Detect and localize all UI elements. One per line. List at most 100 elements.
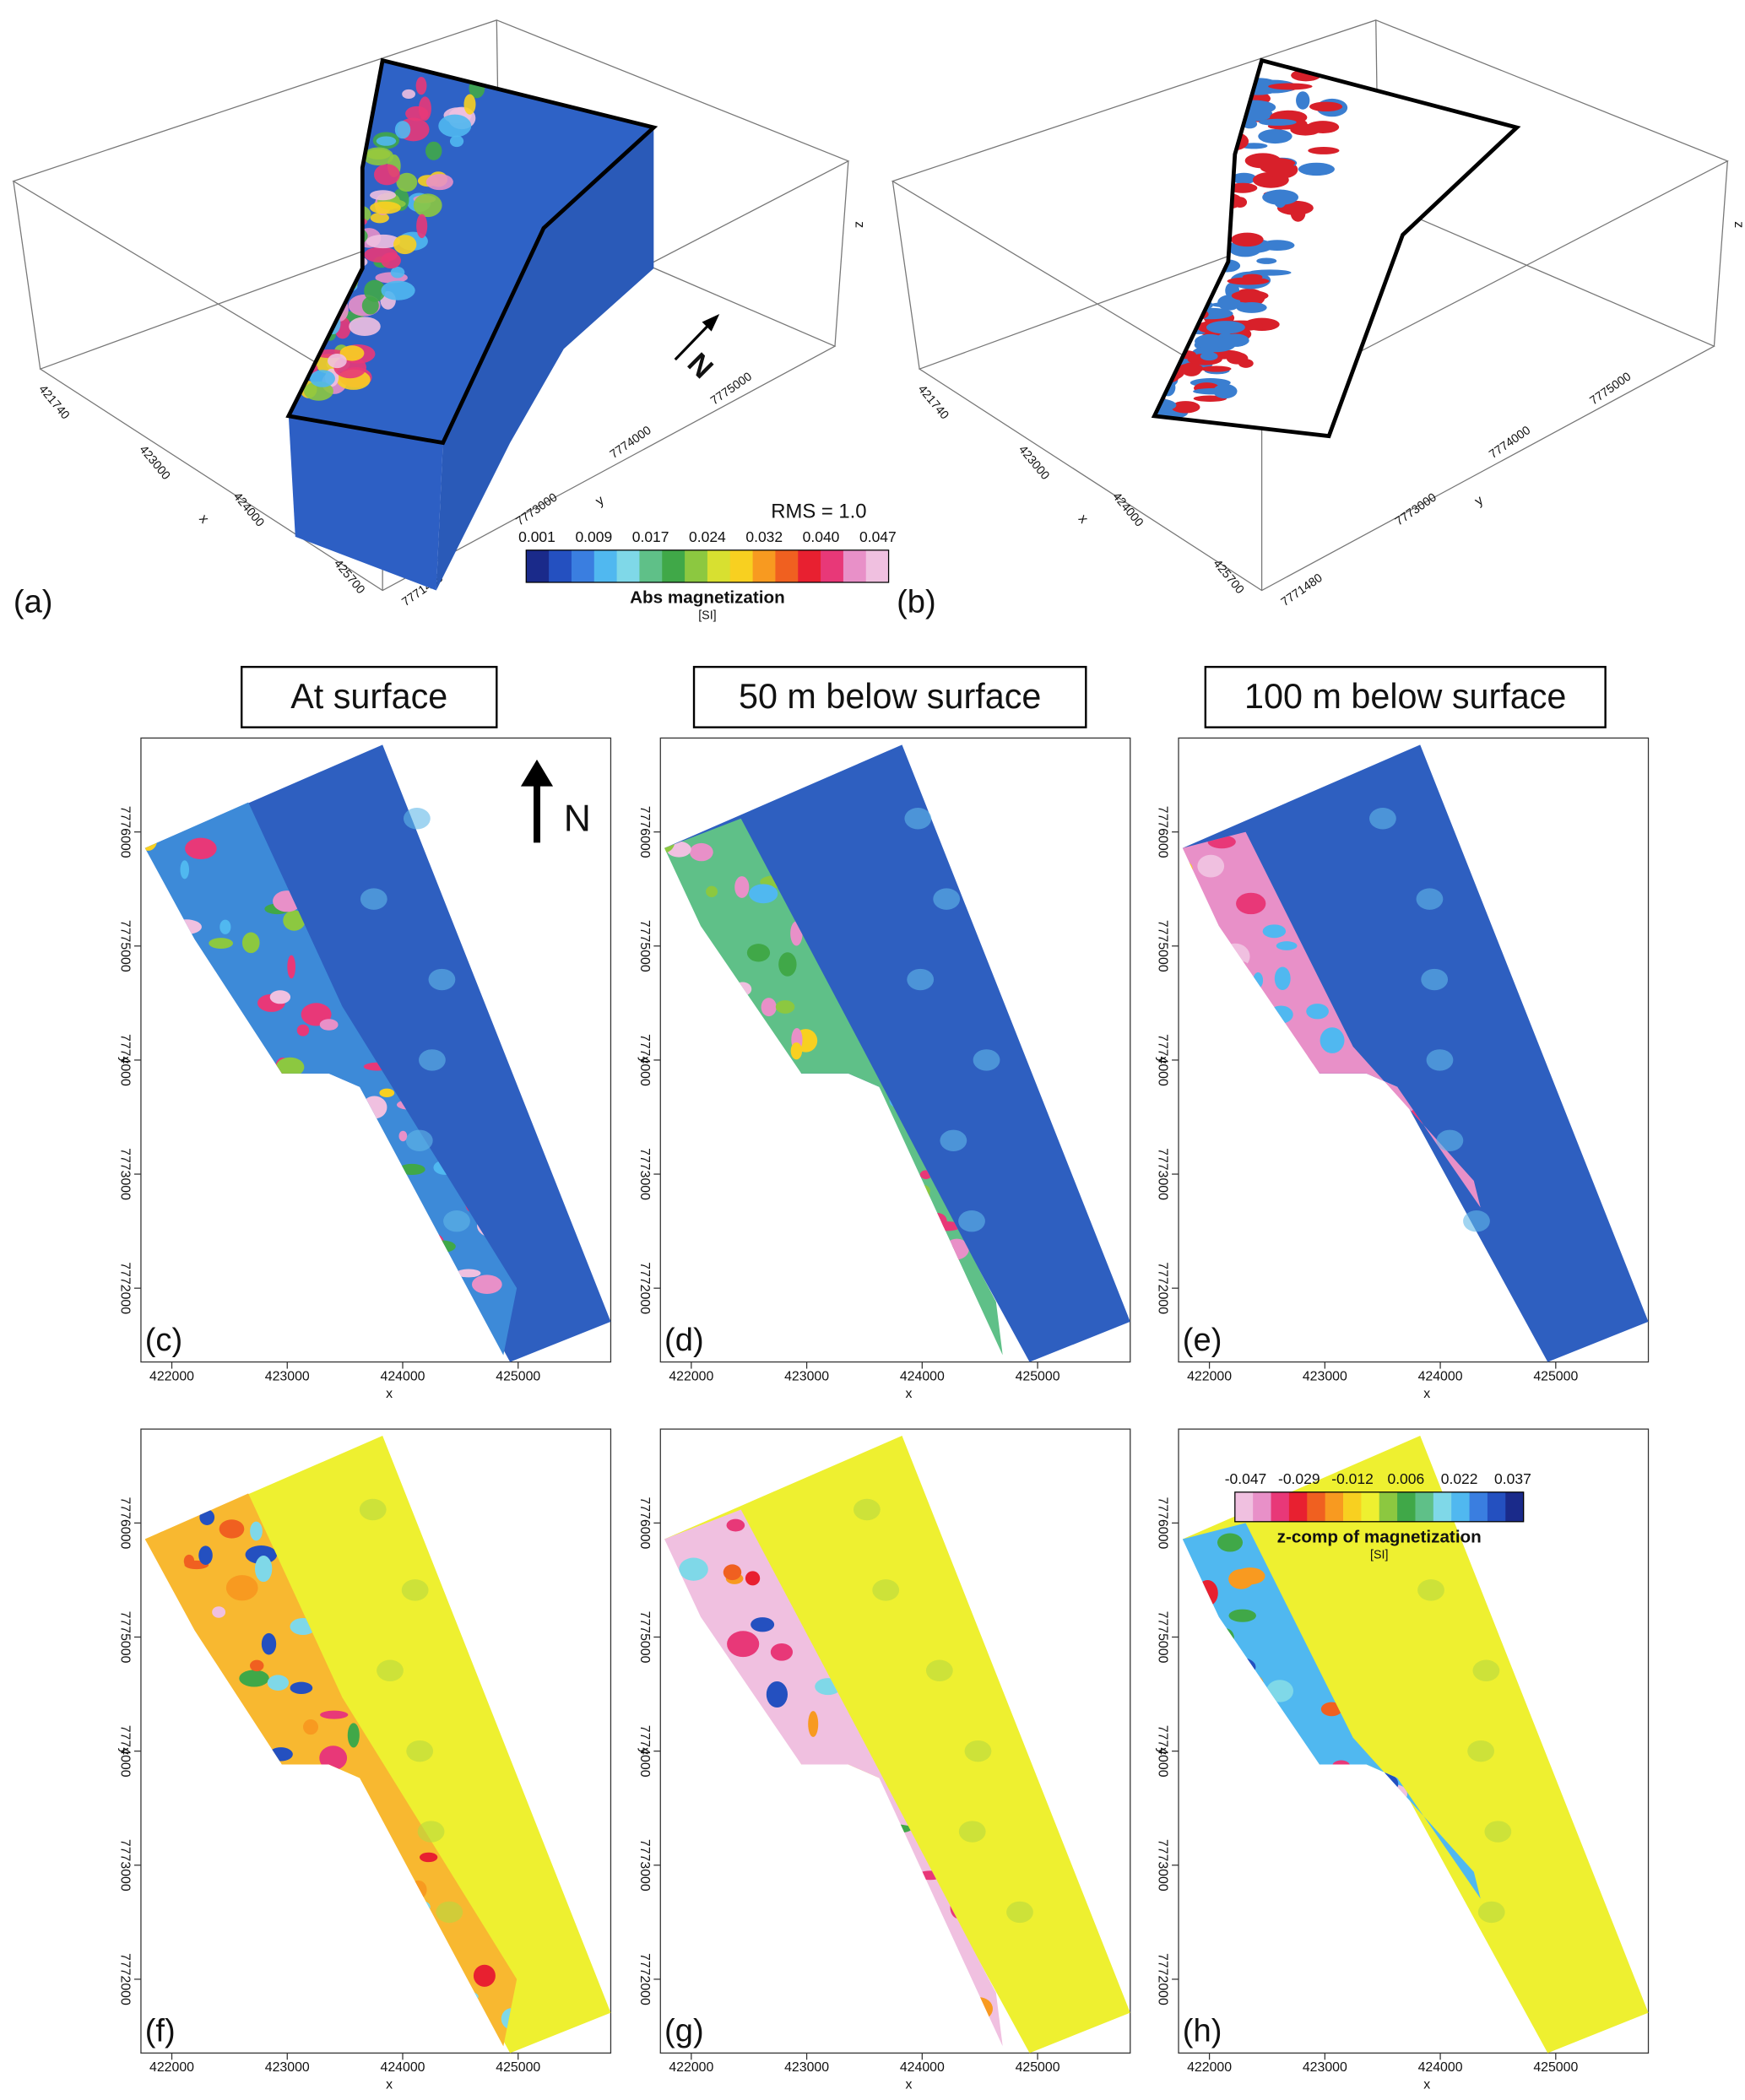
anomaly-blob: [361, 296, 379, 315]
anomaly-blob: [419, 1852, 438, 1863]
anomaly-blob: [679, 1557, 708, 1581]
colorbar-segment: [1415, 1491, 1434, 1522]
x-tick-label: 422000: [1187, 1369, 1232, 1383]
anomaly-blob: [415, 76, 427, 95]
anomaly-blob: [689, 842, 713, 862]
anomaly-blob: [1197, 854, 1225, 878]
anomaly-blob: [269, 990, 291, 1004]
anomaly-blob: [219, 1519, 245, 1539]
panel-label: (e): [1183, 1322, 1222, 1358]
iso-blob: [1154, 385, 1157, 397]
anomaly-blob: [425, 174, 453, 191]
anomaly-blob: [199, 1509, 215, 1526]
iso-blob: [1260, 161, 1296, 174]
colorbar-segment: [1397, 1491, 1416, 1522]
colorbar-segment: [526, 549, 550, 582]
x-axis-label: x: [1423, 2078, 1430, 2092]
y-tick-label: 7772000: [1156, 1262, 1170, 1314]
colorbar-segment: [1325, 1491, 1344, 1522]
colorbar-tick-label: -0.012: [1331, 1470, 1374, 1487]
block-front-face: [288, 415, 443, 591]
colorbar-segment: [1307, 1491, 1326, 1522]
anomaly-blob: [1274, 966, 1291, 990]
iso-blob: [1215, 192, 1243, 209]
colorbar-segment: [593, 549, 618, 582]
colorbar-tick-label: 0.047: [859, 528, 897, 545]
y-tick-label: 7775000: [118, 1611, 133, 1664]
colorbar-title: z-comp of magnetization: [1277, 1527, 1482, 1546]
colorbar-segment: [843, 549, 867, 582]
anomaly-blob: [1228, 1609, 1256, 1622]
anomaly-blob: [381, 252, 401, 269]
anomaly-blob: [456, 1269, 481, 1278]
anomaly-blob: [376, 136, 397, 146]
y-axis-label: y: [637, 1748, 652, 1755]
anomaly-blob: [766, 1681, 789, 1708]
panel-label: (h): [1183, 2013, 1222, 2049]
y-tick-label: 7775000: [637, 1611, 652, 1664]
anomaly-blob: [370, 212, 389, 224]
anomaly-blob: [339, 345, 365, 361]
x-tick-label: 425000: [1533, 1369, 1578, 1383]
block-right-face: [436, 127, 654, 591]
anomaly-blob: [185, 837, 217, 860]
anomaly-blob: [770, 1643, 794, 1661]
anomaly-blob: [267, 1675, 290, 1691]
colorbar-segment: [865, 549, 890, 582]
section-title: 100 m below surface: [1244, 677, 1566, 716]
x-axis-label: x: [905, 2078, 912, 2092]
body-feature: [436, 1901, 463, 1924]
colorbar-tick-label: 0.001: [518, 528, 555, 545]
iso-blob: [1236, 301, 1267, 313]
anomaly-blob: [379, 1088, 395, 1098]
iso-blob: [1232, 100, 1276, 115]
iso-blob: [1296, 91, 1310, 110]
iso-blob: [1171, 401, 1200, 414]
box-z-label: z: [1731, 221, 1745, 228]
y-tick-label: 7773000: [118, 1839, 133, 1892]
anomaly-blob: [198, 1545, 213, 1566]
body-feature: [1472, 1659, 1500, 1681]
colorbar-segment: [571, 549, 595, 582]
iso-blob: [1306, 121, 1340, 133]
x-tick-label: 422000: [669, 2060, 713, 2075]
anomaly-blob: [390, 267, 405, 279]
body-feature: [443, 1210, 470, 1232]
y-tick-label: 7773000: [637, 1839, 652, 1892]
colorbar-tick-label: 0.024: [689, 528, 726, 545]
anomaly-blob: [364, 279, 386, 302]
iso-blob: [1206, 321, 1245, 334]
x-tick-label: 425000: [1016, 2060, 1060, 2075]
iso-blob: [1190, 225, 1207, 233]
body-feature: [1417, 1579, 1444, 1601]
x-tick-label: 424000: [381, 2060, 425, 2075]
iso-blob: [1231, 232, 1264, 247]
box-x-label: x: [1076, 511, 1091, 526]
y-tick-label: 7772000: [637, 1953, 652, 2005]
anomaly-blob: [402, 89, 415, 100]
colorbar-segment: [1234, 1491, 1254, 1522]
colorbar-tick-label: 0.009: [575, 528, 612, 545]
body-feature: [1368, 808, 1396, 830]
iso-blob: [1154, 383, 1165, 401]
anomaly-blob: [808, 1711, 819, 1737]
anomaly-blob: [288, 387, 289, 407]
anomaly-blob: [183, 1554, 195, 1568]
anomaly-blob: [219, 919, 231, 934]
north-label: N: [564, 798, 591, 840]
y-tick-label: 7775000: [1156, 1611, 1170, 1664]
box-y-label: y: [1472, 493, 1486, 509]
colorbar-segment: [616, 549, 640, 582]
x-axis-label: x: [1423, 1387, 1430, 1401]
anomaly-blob: [374, 164, 400, 186]
body-feature: [406, 1740, 434, 1762]
anomaly-blob: [209, 938, 234, 950]
y-tick-label: 7774000: [1156, 1034, 1170, 1086]
colorbar-segment: [1469, 1491, 1488, 1522]
x-tick-label: 423000: [265, 2060, 310, 2075]
colorbar-tick-label: -0.047: [1225, 1470, 1267, 1487]
anomaly-blob: [290, 1681, 313, 1694]
y-tick-label: 7773000: [1156, 1148, 1170, 1200]
anomaly-blob: [1217, 1533, 1244, 1552]
box-edge: [1713, 160, 1728, 347]
